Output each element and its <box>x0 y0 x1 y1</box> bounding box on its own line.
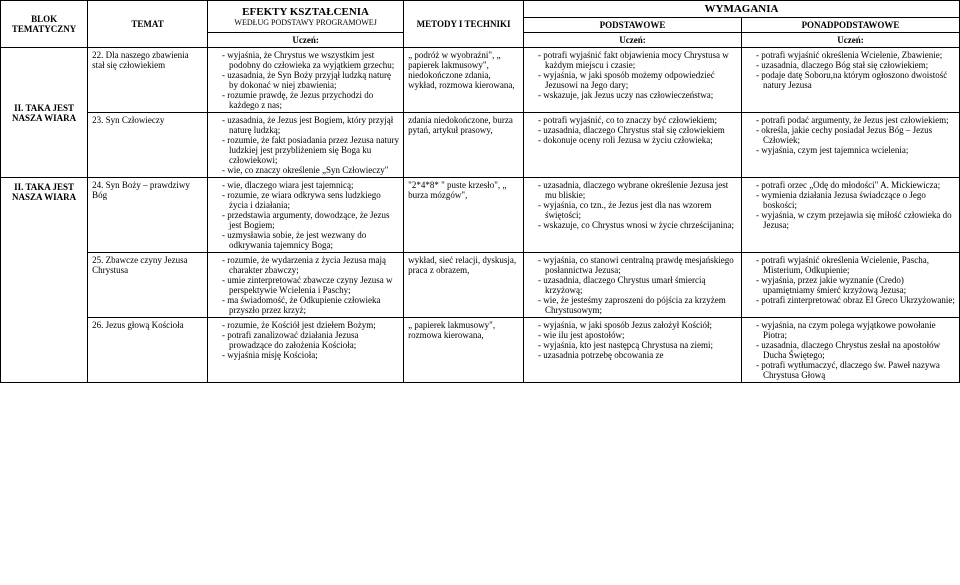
podstawowe-cell: uzasadnia, dlaczego wybrane określenie J… <box>524 178 742 253</box>
list-item: potrafi podać argumenty, że Jezus jest c… <box>756 115 955 125</box>
list-item: wyjaśnia, w czym przejawia się miłość cz… <box>756 210 955 230</box>
header-temat: TEMAT <box>88 1 208 48</box>
efekty-cell: wie, dlaczego wiara jest tajemnicą;rozum… <box>208 178 404 253</box>
table-row: II. TAKA JEST NASZA WIARA24. Syn Boży – … <box>1 178 960 253</box>
list-item: rozumie, że Kościół jest dziełem Bożym; <box>222 320 399 330</box>
header-efekty-main: EFEKTY KSZTAŁCENIA <box>212 6 399 18</box>
podstawowe-cell: wyjaśnia, w jaki sposób Jezus założył Ko… <box>524 318 742 383</box>
list-item: wyjaśnia, na czym polega wyjątkowe powoł… <box>756 320 955 340</box>
header-uczen-ponad: Uczeń: <box>741 33 959 48</box>
list-item: wskazuje, co Chrystus wnosi w życie chrz… <box>538 220 737 230</box>
ponad-cell: wyjaśnia, na czym polega wyjątkowe powoł… <box>741 318 959 383</box>
list-item: przedstawia argumenty, dowodzące, że Jez… <box>222 210 399 230</box>
list-item: potrafi zanalizować działania Jezusa pro… <box>222 330 399 350</box>
metody-cell: wykład, sieć relacji, dyskusja, praca z … <box>404 253 524 318</box>
list-item: uzmysławia sobie, że jest wezwany do odk… <box>222 230 399 250</box>
metody-cell: „ podróż w wyobraźni", „ papierek lakmus… <box>404 48 524 113</box>
list-item: potrafi orzec „Odę do młodości" A. Micki… <box>756 180 955 190</box>
header-podstawowe: PODSTAWOWE <box>524 18 742 33</box>
table-body: II. TAKA JEST NASZA WIARA22. Dla naszego… <box>1 48 960 383</box>
efekty-cell: wyjaśnia, że Chrystus we wszystkim jest … <box>208 48 404 113</box>
list-item: uzasadnia, że Syn Boży przyjął ludzką na… <box>222 70 399 90</box>
list-item: rozumie, że wydarzenia z życia Jezusa ma… <box>222 255 399 275</box>
ponad-cell: potrafi podać argumenty, że Jezus jest c… <box>741 113 959 178</box>
header-efekty: EFEKTY KSZTAŁCENIA WEDŁUG PODSTAWY PROGR… <box>208 1 404 33</box>
temat-cell: 25. Zbawcze czyny Jezusa Chrystusa <box>88 253 208 318</box>
list-item: wyjaśnia, że Chrystus we wszystkim jest … <box>222 50 399 70</box>
list-item: uzasadnia potrzebę obcowania ze <box>538 350 737 360</box>
podstawowe-cell: wyjaśnia, co stanowi centralną prawdę me… <box>524 253 742 318</box>
header-efekty-sub: WEDŁUG PODSTAWY PROGRAMOWEJ <box>212 18 399 27</box>
list-item: rozumie prawdę, że Jezus przychodzi do k… <box>222 90 399 110</box>
list-item: podaje datę Soboru,na którym ogłoszono d… <box>756 70 955 90</box>
list-item: uzasadnia, dlaczego wybrane określenie J… <box>538 180 737 200</box>
list-item: wskazuje, jak Jezus uczy nas człowieczeń… <box>538 90 737 100</box>
temat-cell: 23. Syn Człowieczy <box>88 113 208 178</box>
ponad-cell: potrafi orzec „Odę do młodości" A. Micki… <box>741 178 959 253</box>
list-item: uzasadnia, dlaczego Chrystus stał się cz… <box>538 125 737 135</box>
list-item: ma świadomość, że Odkupienie człowieka p… <box>222 295 399 315</box>
metody-cell: „ papierek lakmusowy", rozmowa kierowana… <box>404 318 524 383</box>
table-row: II. TAKA JEST NASZA WIARA22. Dla naszego… <box>1 48 960 113</box>
list-item: rozumie, ze wiara odkrywa sens ludzkiego… <box>222 190 399 210</box>
list-item: wie ilu jest apostołów; <box>538 330 737 340</box>
list-item: potrafi wyjaśnić określenia Wcielenie, Z… <box>756 50 955 60</box>
list-item: wyjaśnia, kto jest następcą Chrystusa na… <box>538 340 737 350</box>
list-item: umie zinterpretować zbawcze czyny Jezusa… <box>222 275 399 295</box>
header-metody: METODY I TECHNIKI <box>404 1 524 48</box>
header-uczen-podst: Uczeń: <box>524 33 742 48</box>
metody-cell: zdania niedokończone, burza pytań, artyk… <box>404 113 524 178</box>
list-item: potrafi zinterpretować obraz El Greco Uk… <box>756 295 955 305</box>
blok-cell: II. TAKA JEST NASZA WIARA <box>1 178 88 383</box>
list-item: wymienia działania Jezusa świadczące o J… <box>756 190 955 210</box>
blok-cell: II. TAKA JEST NASZA WIARA <box>1 48 88 178</box>
temat-cell: 24. Syn Boży – prawdziwy Bóg <box>88 178 208 253</box>
temat-cell: 22. Dla naszego zbawienia stał się człow… <box>88 48 208 113</box>
list-item: wie, dlaczego wiara jest tajemnicą; <box>222 180 399 190</box>
header-blok: BLOK TEMATYCZNY <box>1 1 88 48</box>
ponad-cell: potrafi wyjaśnić określenia Wcielenie, P… <box>741 253 959 318</box>
list-item: potrafi wytłumaczyć, dlaczego św. Paweł … <box>756 360 955 380</box>
list-item: wyjaśnia, przez jakie wyznanie (Credo) u… <box>756 275 955 295</box>
list-item: uzasadnia, że Jezus jest Bogiem, który p… <box>222 115 399 135</box>
efekty-cell: rozumie, że Kościół jest dziełem Bożym;p… <box>208 318 404 383</box>
list-item: potrafi wyjaśnić, co to znaczy być człow… <box>538 115 737 125</box>
list-item: uzasadnia, dlaczego Chrystus umarł śmier… <box>538 275 737 295</box>
list-item: wyjaśnia, co stanowi centralną prawdę me… <box>538 255 737 275</box>
list-item: wyjaśnia, co tzn., że Jezus jest dla nas… <box>538 200 737 220</box>
table-row: 23. Syn Człowieczy uzasadnia, że Jezus je… <box>1 113 960 178</box>
list-item: rozumie, że fakt posiadania przez Jezusa… <box>222 135 399 165</box>
curriculum-table: BLOK TEMATYCZNY TEMAT EFEKTY KSZTAŁCENIA… <box>0 0 960 383</box>
podstawowe-cell: potrafi wyjaśnić, co to znaczy być człow… <box>524 113 742 178</box>
list-item: wyjaśnia, czym jest tajemnica wcielenia; <box>756 145 955 155</box>
list-item: dokonuje oceny roli Jezusa w życiu człow… <box>538 135 737 145</box>
temat-cell: 26. Jezus głową Kościoła <box>88 318 208 383</box>
header-ponadpodstawowe: PONADPODSTAWOWE <box>741 18 959 33</box>
header-wymagania: WYMAGANIA <box>524 1 960 18</box>
efekty-cell: uzasadnia, że Jezus jest Bogiem, który p… <box>208 113 404 178</box>
list-item: określa, jakie cechy posiadał Jezus Bóg … <box>756 125 955 145</box>
efekty-cell: rozumie, że wydarzenia z życia Jezusa ma… <box>208 253 404 318</box>
ponad-cell: potrafi wyjaśnić określenia Wcielenie, Z… <box>741 48 959 113</box>
list-item: wyjaśnia, w jaki sposób Jezus założył Ko… <box>538 320 737 330</box>
header-uczen-efekty: Uczeń: <box>208 33 404 48</box>
table-row: 26. Jezus głową Kościołarozumie, że Kośc… <box>1 318 960 383</box>
list-item: wyjaśnia misję Kościoła; <box>222 350 399 360</box>
metody-cell: "2*4*8* " puste krzesło", „ burza mózgów… <box>404 178 524 253</box>
list-item: potrafi wyjaśnić fakt objawienia mocy Ch… <box>538 50 737 70</box>
list-item: wie, że jesteśmy zaproszeni do pójścia z… <box>538 295 737 315</box>
list-item: potrafi wyjaśnić określenia Wcielenie, P… <box>756 255 955 275</box>
list-item: uzasadnia, dlaczego Bóg stał się człowie… <box>756 60 955 70</box>
list-item: uzasadnia, dlaczego Chrystus zesłał na a… <box>756 340 955 360</box>
list-item: wyjaśnia, w jaki sposób możemy odpowiedz… <box>538 70 737 90</box>
list-item: wie, co znaczy określenie „Syn Człowiecz… <box>222 165 399 175</box>
table-row: 25. Zbawcze czyny Jezusa Chrystusa rozumi… <box>1 253 960 318</box>
podstawowe-cell: potrafi wyjaśnić fakt objawienia mocy Ch… <box>524 48 742 113</box>
